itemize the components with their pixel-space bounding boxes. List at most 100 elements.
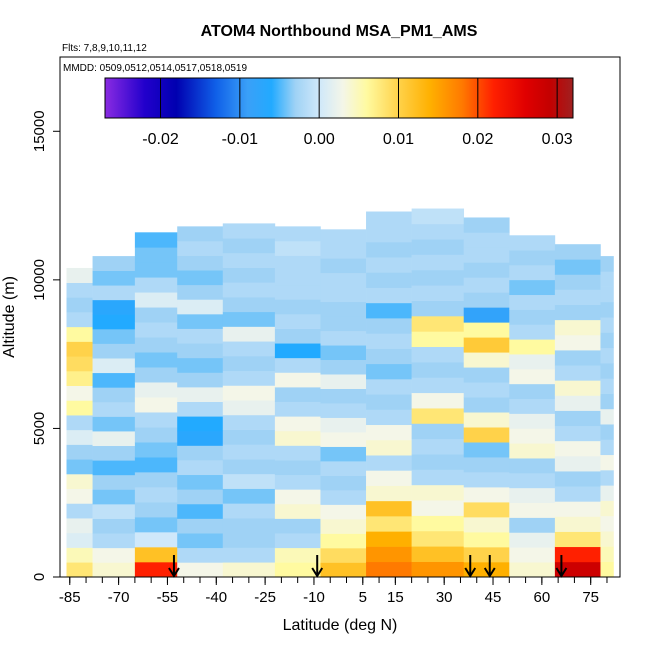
heatmap-cell	[66, 444, 93, 460]
heatmap-cell	[366, 485, 412, 502]
heatmap-cell	[509, 413, 556, 429]
heatmap-cell	[600, 347, 614, 364]
heatmap-cell	[600, 301, 614, 318]
heatmap-cell	[411, 500, 465, 516]
heatmap-cell	[463, 307, 510, 323]
heatmap-cell	[177, 226, 224, 242]
heatmap-cell	[274, 387, 321, 402]
heatmap-cell	[134, 277, 178, 293]
heatmap-cell	[134, 532, 178, 548]
heatmap-cell	[274, 489, 321, 505]
heatmap-cell	[320, 388, 367, 404]
heatmap-cell	[463, 217, 510, 233]
heatmap-cell	[411, 316, 465, 332]
heatmap-cell	[66, 562, 93, 578]
heatmap-cell	[366, 531, 412, 547]
heatmap-cell	[177, 460, 224, 476]
heatmap-cell	[554, 259, 601, 275]
colorbar-tick-label: 0.00	[304, 131, 335, 148]
heatmap-cell	[222, 400, 276, 416]
y-tick-label: 0	[31, 573, 48, 581]
heatmap-cell	[463, 502, 510, 518]
heatmap-cell	[222, 503, 276, 519]
heatmap-cell	[274, 562, 321, 578]
heatmap-cell	[320, 562, 367, 578]
heatmap-cell	[411, 438, 465, 455]
heatmap-cell	[509, 458, 556, 474]
heatmap-cell	[92, 358, 136, 374]
heatmap-cell	[411, 377, 465, 394]
heatmap-cell	[463, 292, 510, 308]
heatmap-cell	[92, 562, 136, 578]
heatmap-cell	[92, 401, 136, 417]
heatmap-cell	[463, 367, 510, 383]
heatmap-cell	[463, 532, 510, 548]
heatmap-cell	[92, 445, 136, 461]
heatmap-cell	[554, 319, 601, 336]
x-axis: -85 -70 -55 -40 -25 -10 5 15 30 45 60 75	[59, 577, 608, 606]
heatmap-cell	[554, 486, 601, 502]
heatmap-cell	[509, 265, 556, 281]
heatmap-cell	[92, 299, 136, 315]
heatmap-cell	[66, 312, 93, 328]
heatmap-cell	[66, 473, 93, 490]
heatmap-cell	[600, 546, 614, 563]
heatmap-cell	[554, 561, 601, 578]
heatmap-cell	[600, 424, 614, 440]
heatmap-cell	[554, 546, 601, 563]
heatmap-cell	[274, 445, 321, 461]
heatmap-cell	[66, 370, 93, 386]
heatmap-cell	[320, 519, 367, 534]
heatmap-cell	[66, 429, 93, 445]
heatmap-cell	[463, 457, 510, 473]
y-axis-label: Altitude (m)	[1, 276, 18, 358]
heatmap-cell	[411, 423, 465, 440]
profile-arrow-head	[168, 567, 180, 578]
heatmap-cell	[134, 397, 178, 413]
heatmap-cell	[463, 427, 510, 443]
heatmap-cell	[134, 442, 178, 458]
heatmap-cell	[274, 474, 321, 490]
heatmap-cell	[274, 518, 321, 534]
heatmap-cell	[320, 461, 367, 476]
heatmap-cell	[463, 397, 510, 413]
heatmap-cell	[222, 252, 276, 268]
heatmap-cell	[600, 439, 614, 456]
x-tick-label: 45	[485, 589, 502, 606]
heatmap-cell	[600, 332, 614, 349]
heatmap-cell	[463, 472, 510, 488]
heatmap-cell	[222, 282, 276, 298]
dates-note: MMDD: 0509,0512,0514,0517,0518,0519	[63, 63, 247, 74]
heatmap-cell	[600, 378, 614, 394]
heatmap-cell	[177, 445, 224, 461]
heatmap-cell	[463, 352, 510, 368]
heatmap-cell	[463, 517, 510, 533]
heatmap-cell	[274, 460, 321, 476]
heatmap-cell	[66, 400, 93, 416]
y-tick-label: 15000	[31, 110, 48, 152]
heatmap-cell	[320, 403, 367, 418]
heatmap-cell	[92, 416, 136, 432]
colorbar-bar	[104, 77, 574, 119]
heatmap-cell	[92, 285, 136, 301]
heatmap-cell	[411, 484, 465, 501]
colorbar-tick-label: -0.02	[142, 131, 179, 148]
x-tick-label: 75	[582, 589, 599, 606]
heatmap-cell	[554, 516, 601, 532]
colorbar-tick-label: 0.03	[542, 131, 573, 148]
heatmap-cell	[92, 504, 136, 519]
heatmap-cell	[222, 473, 276, 489]
heatmap-cell	[92, 533, 136, 549]
heatmap-cell	[600, 515, 614, 532]
heatmap-cell	[463, 382, 510, 398]
heatmap-cell	[366, 470, 412, 486]
heatmap-cell	[320, 345, 367, 361]
heatmap-cell	[177, 372, 224, 388]
heatmap-cell	[600, 286, 614, 303]
heatmap-cell	[320, 272, 367, 288]
heatmap-cell	[320, 258, 367, 274]
heatmap-cell	[366, 257, 412, 273]
heatmap-cell	[274, 430, 321, 446]
heatmap-cell	[222, 326, 276, 342]
